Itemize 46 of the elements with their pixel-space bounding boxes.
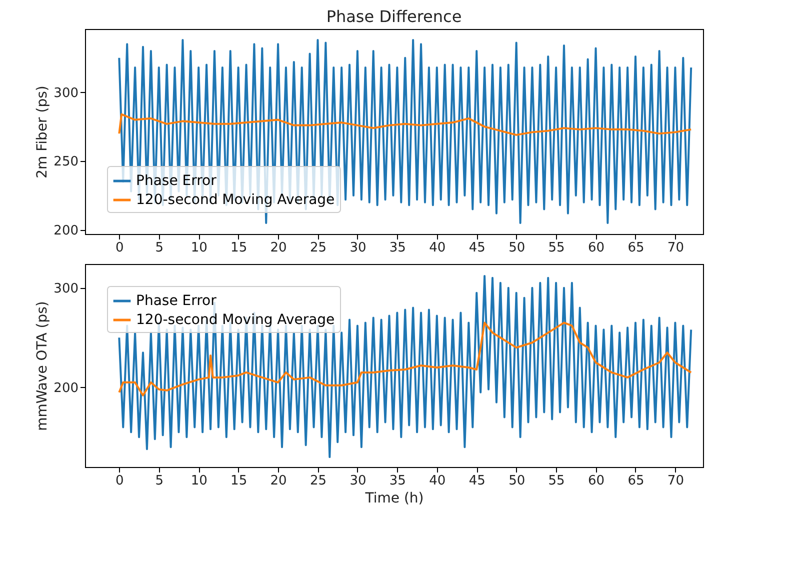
x-tick-label: 10 xyxy=(190,240,208,256)
x-tick-label: 50 xyxy=(508,474,526,488)
x-tick-label: 50 xyxy=(508,240,526,256)
legend-label: Phase Error xyxy=(136,173,217,189)
line-series xyxy=(118,274,692,458)
x-tick-label: 70 xyxy=(667,474,684,488)
x-tick-label: 0 xyxy=(116,240,124,256)
x-tick-label: 15 xyxy=(230,474,248,488)
y-tick-label: 200 xyxy=(54,380,78,396)
y-tick-label: 300 xyxy=(54,86,78,101)
y-axis-title: mmWave OTA (ps) xyxy=(34,301,51,431)
y-tick-label: 250 xyxy=(54,154,78,170)
x-tick-label: 20 xyxy=(270,240,287,256)
x-tick-label: 40 xyxy=(429,240,446,256)
x-tick-label: 20 xyxy=(270,474,287,488)
x-tick-label: 55 xyxy=(548,474,565,488)
line-series xyxy=(118,39,692,224)
x-tick-label: 35 xyxy=(389,474,406,488)
y-tick-label: 300 xyxy=(54,281,78,296)
x-tick-label: 0 xyxy=(116,474,124,488)
y-tick-label: 200 xyxy=(54,223,78,238)
x-tick-label: 60 xyxy=(588,240,605,256)
x-tick-label: 30 xyxy=(350,474,366,488)
line-series xyxy=(118,113,692,136)
x-tick-label: 55 xyxy=(548,240,565,256)
x-tick-label: 65 xyxy=(628,474,644,488)
x-tick-label: 45 xyxy=(468,240,486,256)
x-axis-title: Time (h) xyxy=(364,490,424,506)
x-tick-label: 45 xyxy=(468,474,486,488)
legend-label: 120-second Moving Average xyxy=(136,312,335,328)
x-tick-label: 30 xyxy=(350,240,366,256)
x-tick-label: 65 xyxy=(628,240,644,256)
y-axis-title: 2m Fiber (ps) xyxy=(34,86,51,178)
legend-label: 120-second Moving Average xyxy=(136,192,335,208)
x-tick-label: 35 xyxy=(389,240,406,256)
x-tick-label: 5 xyxy=(155,474,164,488)
legend-label: Phase Error xyxy=(136,293,217,309)
x-tick-label: 5 xyxy=(155,240,164,256)
x-tick-label: 25 xyxy=(310,240,327,256)
x-tick-label: 25 xyxy=(310,474,327,488)
x-tick-label: 60 xyxy=(588,474,605,488)
x-tick-label: 15 xyxy=(230,240,248,256)
chart-title: Phase Difference xyxy=(326,7,462,26)
x-tick-label: 10 xyxy=(190,474,208,488)
x-tick-label: 70 xyxy=(667,240,684,256)
x-tick-label: 40 xyxy=(429,474,446,488)
